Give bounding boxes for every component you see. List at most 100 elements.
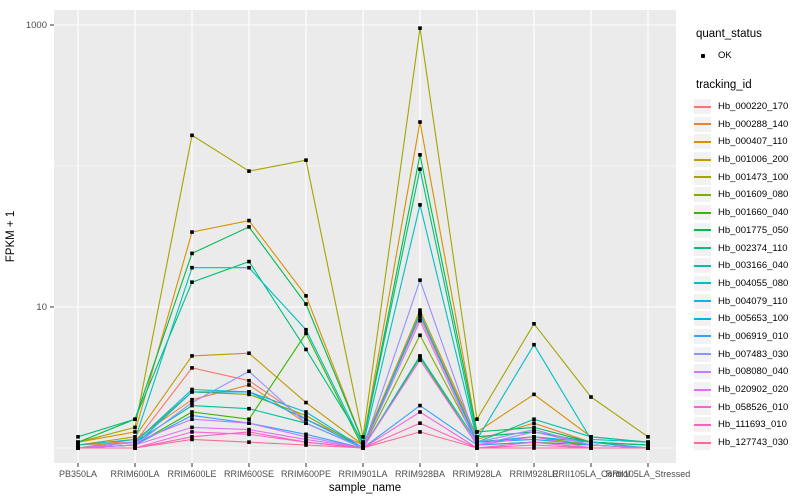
legend-item-label: Hb_001473_100 xyxy=(718,171,789,183)
legend-quant-status: quant_status OK xyxy=(694,28,798,65)
data-point xyxy=(532,392,536,397)
data-point xyxy=(532,443,536,447)
data-point xyxy=(247,225,251,229)
data-point xyxy=(190,410,194,414)
data-point xyxy=(133,435,137,439)
series-color-swatch xyxy=(694,134,711,150)
data-point xyxy=(418,318,422,323)
data-point xyxy=(247,392,251,397)
series-color-swatch xyxy=(694,116,711,132)
data-point xyxy=(646,435,650,439)
data-point xyxy=(190,354,194,358)
x-tick-label: RRIM901LA xyxy=(338,469,387,479)
legend-item-label: Hb_000288_140 xyxy=(718,118,789,130)
data-point xyxy=(418,203,422,207)
data-point xyxy=(247,406,251,411)
data-point xyxy=(133,443,137,447)
series-color-swatch xyxy=(694,311,711,327)
data-point xyxy=(304,417,308,422)
data-point xyxy=(418,354,422,358)
x-tick-label: RRIM600PE xyxy=(281,469,331,479)
legend-item-Hb_058526_010: Hb_058526_010 xyxy=(694,398,798,416)
data-point xyxy=(532,430,536,434)
legend-item-label: Hb_006919_010 xyxy=(718,330,789,342)
legend-item-label: Hb_007483_030 xyxy=(718,348,789,360)
x-tick-label: RRIM600LA xyxy=(110,469,159,479)
data-point xyxy=(304,158,308,162)
data-point xyxy=(475,437,479,442)
data-point xyxy=(133,430,137,434)
data-point xyxy=(304,400,308,405)
data-point xyxy=(190,280,194,284)
data-point xyxy=(418,430,422,434)
legend-item-label: Hb_111693_010 xyxy=(718,419,787,431)
legend-item-Hb_000407_110: Hb_000407_110 xyxy=(694,133,798,151)
data-point xyxy=(475,440,479,444)
data-point xyxy=(190,366,194,370)
data-point xyxy=(418,333,422,338)
data-point xyxy=(532,425,536,430)
data-point xyxy=(418,26,422,30)
series-color-swatch xyxy=(694,275,711,291)
data-point xyxy=(304,347,308,352)
data-point xyxy=(247,421,251,425)
legend-item-label: Hb_008080_040 xyxy=(718,366,789,378)
data-point xyxy=(133,437,137,442)
data-point xyxy=(190,417,194,422)
data-point xyxy=(76,446,80,450)
data-point xyxy=(646,446,650,450)
data-point xyxy=(190,413,194,418)
data-point xyxy=(361,443,365,447)
data-point xyxy=(475,417,479,422)
data-point xyxy=(247,390,251,394)
legend-item-label: Hb_020902_020 xyxy=(718,384,789,396)
data-point xyxy=(133,425,137,430)
data-point xyxy=(475,446,479,450)
data-point xyxy=(418,311,422,316)
data-point xyxy=(76,440,80,444)
data-point xyxy=(589,446,593,450)
data-point xyxy=(247,383,251,387)
data-point xyxy=(532,437,536,442)
data-point xyxy=(418,358,422,362)
series-color-swatch xyxy=(694,258,711,274)
data-point xyxy=(475,435,479,439)
data-point xyxy=(418,403,422,408)
x-tick-label: RRII105LA_Stressed xyxy=(606,469,691,479)
data-point xyxy=(190,430,194,434)
data-point xyxy=(304,410,308,414)
legend-item-label: Hb_000220_170 xyxy=(718,101,789,113)
data-point xyxy=(247,265,251,270)
data-point xyxy=(304,443,308,447)
legend-item-Hb_111693_010: Hb_111693_010 xyxy=(694,416,798,434)
data-point xyxy=(304,421,308,425)
data-point xyxy=(532,421,536,425)
series-color-swatch xyxy=(694,99,711,115)
data-point xyxy=(532,417,536,422)
series-color-swatch xyxy=(694,364,711,380)
data-point xyxy=(190,435,194,439)
data-point xyxy=(361,446,365,450)
legend-item-label: Hb_001006_200 xyxy=(718,154,789,166)
data-point xyxy=(589,440,593,444)
data-point xyxy=(247,378,251,383)
data-point xyxy=(304,437,308,442)
data-point xyxy=(589,395,593,399)
legend-item-ok: OK xyxy=(694,47,798,65)
legend-item-label: Hb_004055_080 xyxy=(718,277,789,289)
data-point xyxy=(76,443,80,447)
legend-item-Hb_000288_140: Hb_000288_140 xyxy=(694,115,798,133)
legend-item-Hb_005653_100: Hb_005653_100 xyxy=(694,310,798,328)
series-color-swatch xyxy=(694,293,711,309)
legend-item-Hb_001006_200: Hb_001006_200 xyxy=(694,151,798,169)
data-point xyxy=(418,410,422,414)
data-point xyxy=(247,169,251,173)
data-point xyxy=(475,430,479,434)
data-point xyxy=(361,440,365,444)
data-point xyxy=(304,327,308,332)
legend-item-label: Hb_001609_080 xyxy=(718,189,789,201)
series-color-swatch xyxy=(694,169,711,185)
data-point xyxy=(418,278,422,282)
data-point xyxy=(304,294,308,298)
